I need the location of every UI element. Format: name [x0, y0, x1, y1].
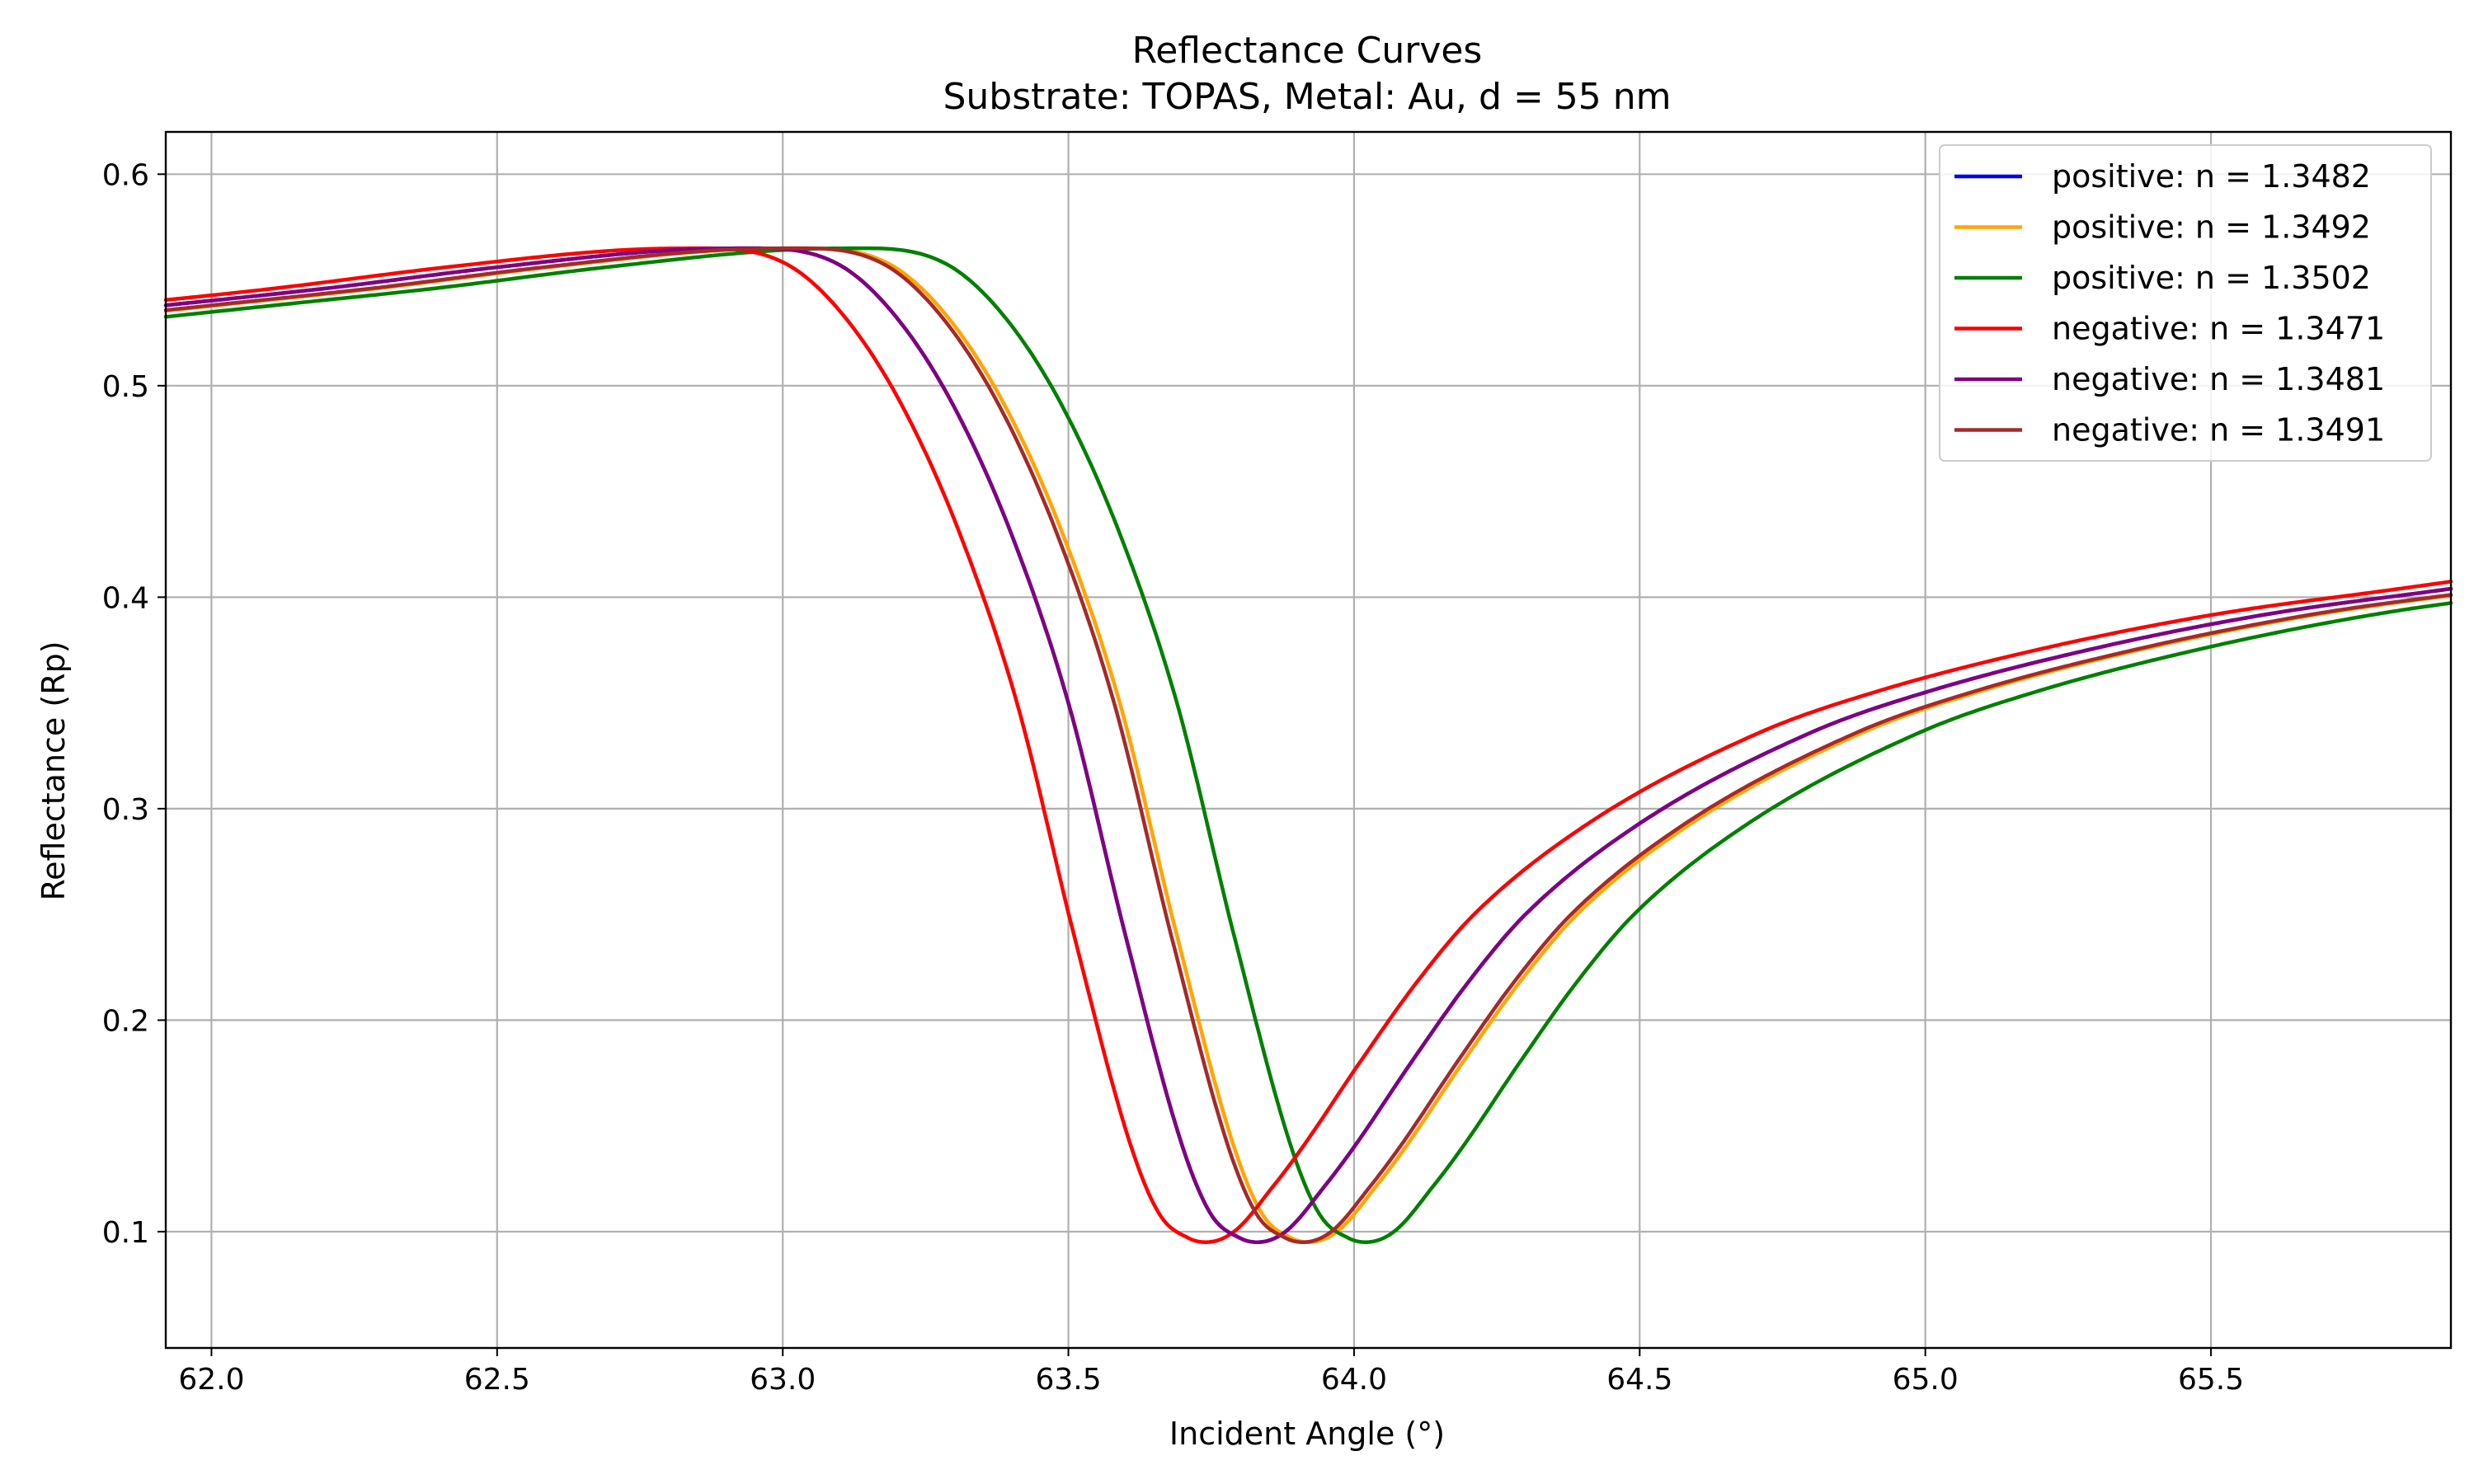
- x-tick-label: 62.5: [464, 1363, 530, 1397]
- y-tick-label: 0.1: [102, 1216, 149, 1250]
- legend-label: negative: n = 1.3491: [2052, 412, 2385, 448]
- series-line-3: [163, 246, 2453, 1244]
- legend-label: positive: n = 1.3482: [2052, 158, 2371, 195]
- series-line-5: [163, 246, 2453, 1244]
- x-tick-label: 64.0: [1321, 1363, 1387, 1397]
- plot-frame: [164, 130, 2453, 1350]
- series-lines: [163, 246, 2453, 1244]
- y-tick-label: 0.3: [102, 793, 149, 827]
- y-axis-label: Reflectance (Rp): [35, 641, 72, 900]
- y-tick-label: 0.2: [102, 1004, 149, 1038]
- x-tick-label: 64.5: [1606, 1363, 1672, 1397]
- x-tick-label: 65.0: [1893, 1363, 1959, 1397]
- legend-label: negative: n = 1.3481: [2052, 361, 2385, 397]
- x-tick-label: 65.5: [2178, 1363, 2244, 1397]
- series-line-2: [163, 246, 2453, 1244]
- y-tick-label: 0.6: [102, 158, 149, 192]
- x-tick-label: 63.0: [750, 1363, 816, 1397]
- x-tick-label: 62.0: [178, 1363, 244, 1397]
- y-tick-label: 0.4: [102, 581, 149, 615]
- series-line-4: [163, 246, 2453, 1244]
- y-tick-label: 0.5: [102, 370, 149, 404]
- chart-title: Reflectance Curves: [1132, 30, 1483, 72]
- x-tick-label: 63.5: [1035, 1363, 1101, 1397]
- legend-label: positive: n = 1.3502: [2052, 260, 2371, 296]
- legend-box: [1939, 144, 2432, 462]
- chart-subtitle: Substrate: TOPAS, Metal: Au, d = 55 nm: [943, 76, 1671, 118]
- legend: positive: n = 1.3482 positive: n = 1.3492…: [1939, 144, 2432, 462]
- legend-label: positive: n = 1.3492: [2052, 209, 2371, 246]
- axis-ticks: 62.0 62.5 63.0 63.5 64.0 64.5 65.0 65.5 0.1 0.2 0.…: [102, 158, 2244, 1397]
- x-axis-label: Incident Angle (°): [1169, 1416, 1445, 1452]
- legend-label: negative: n = 1.3471: [2052, 311, 2385, 347]
